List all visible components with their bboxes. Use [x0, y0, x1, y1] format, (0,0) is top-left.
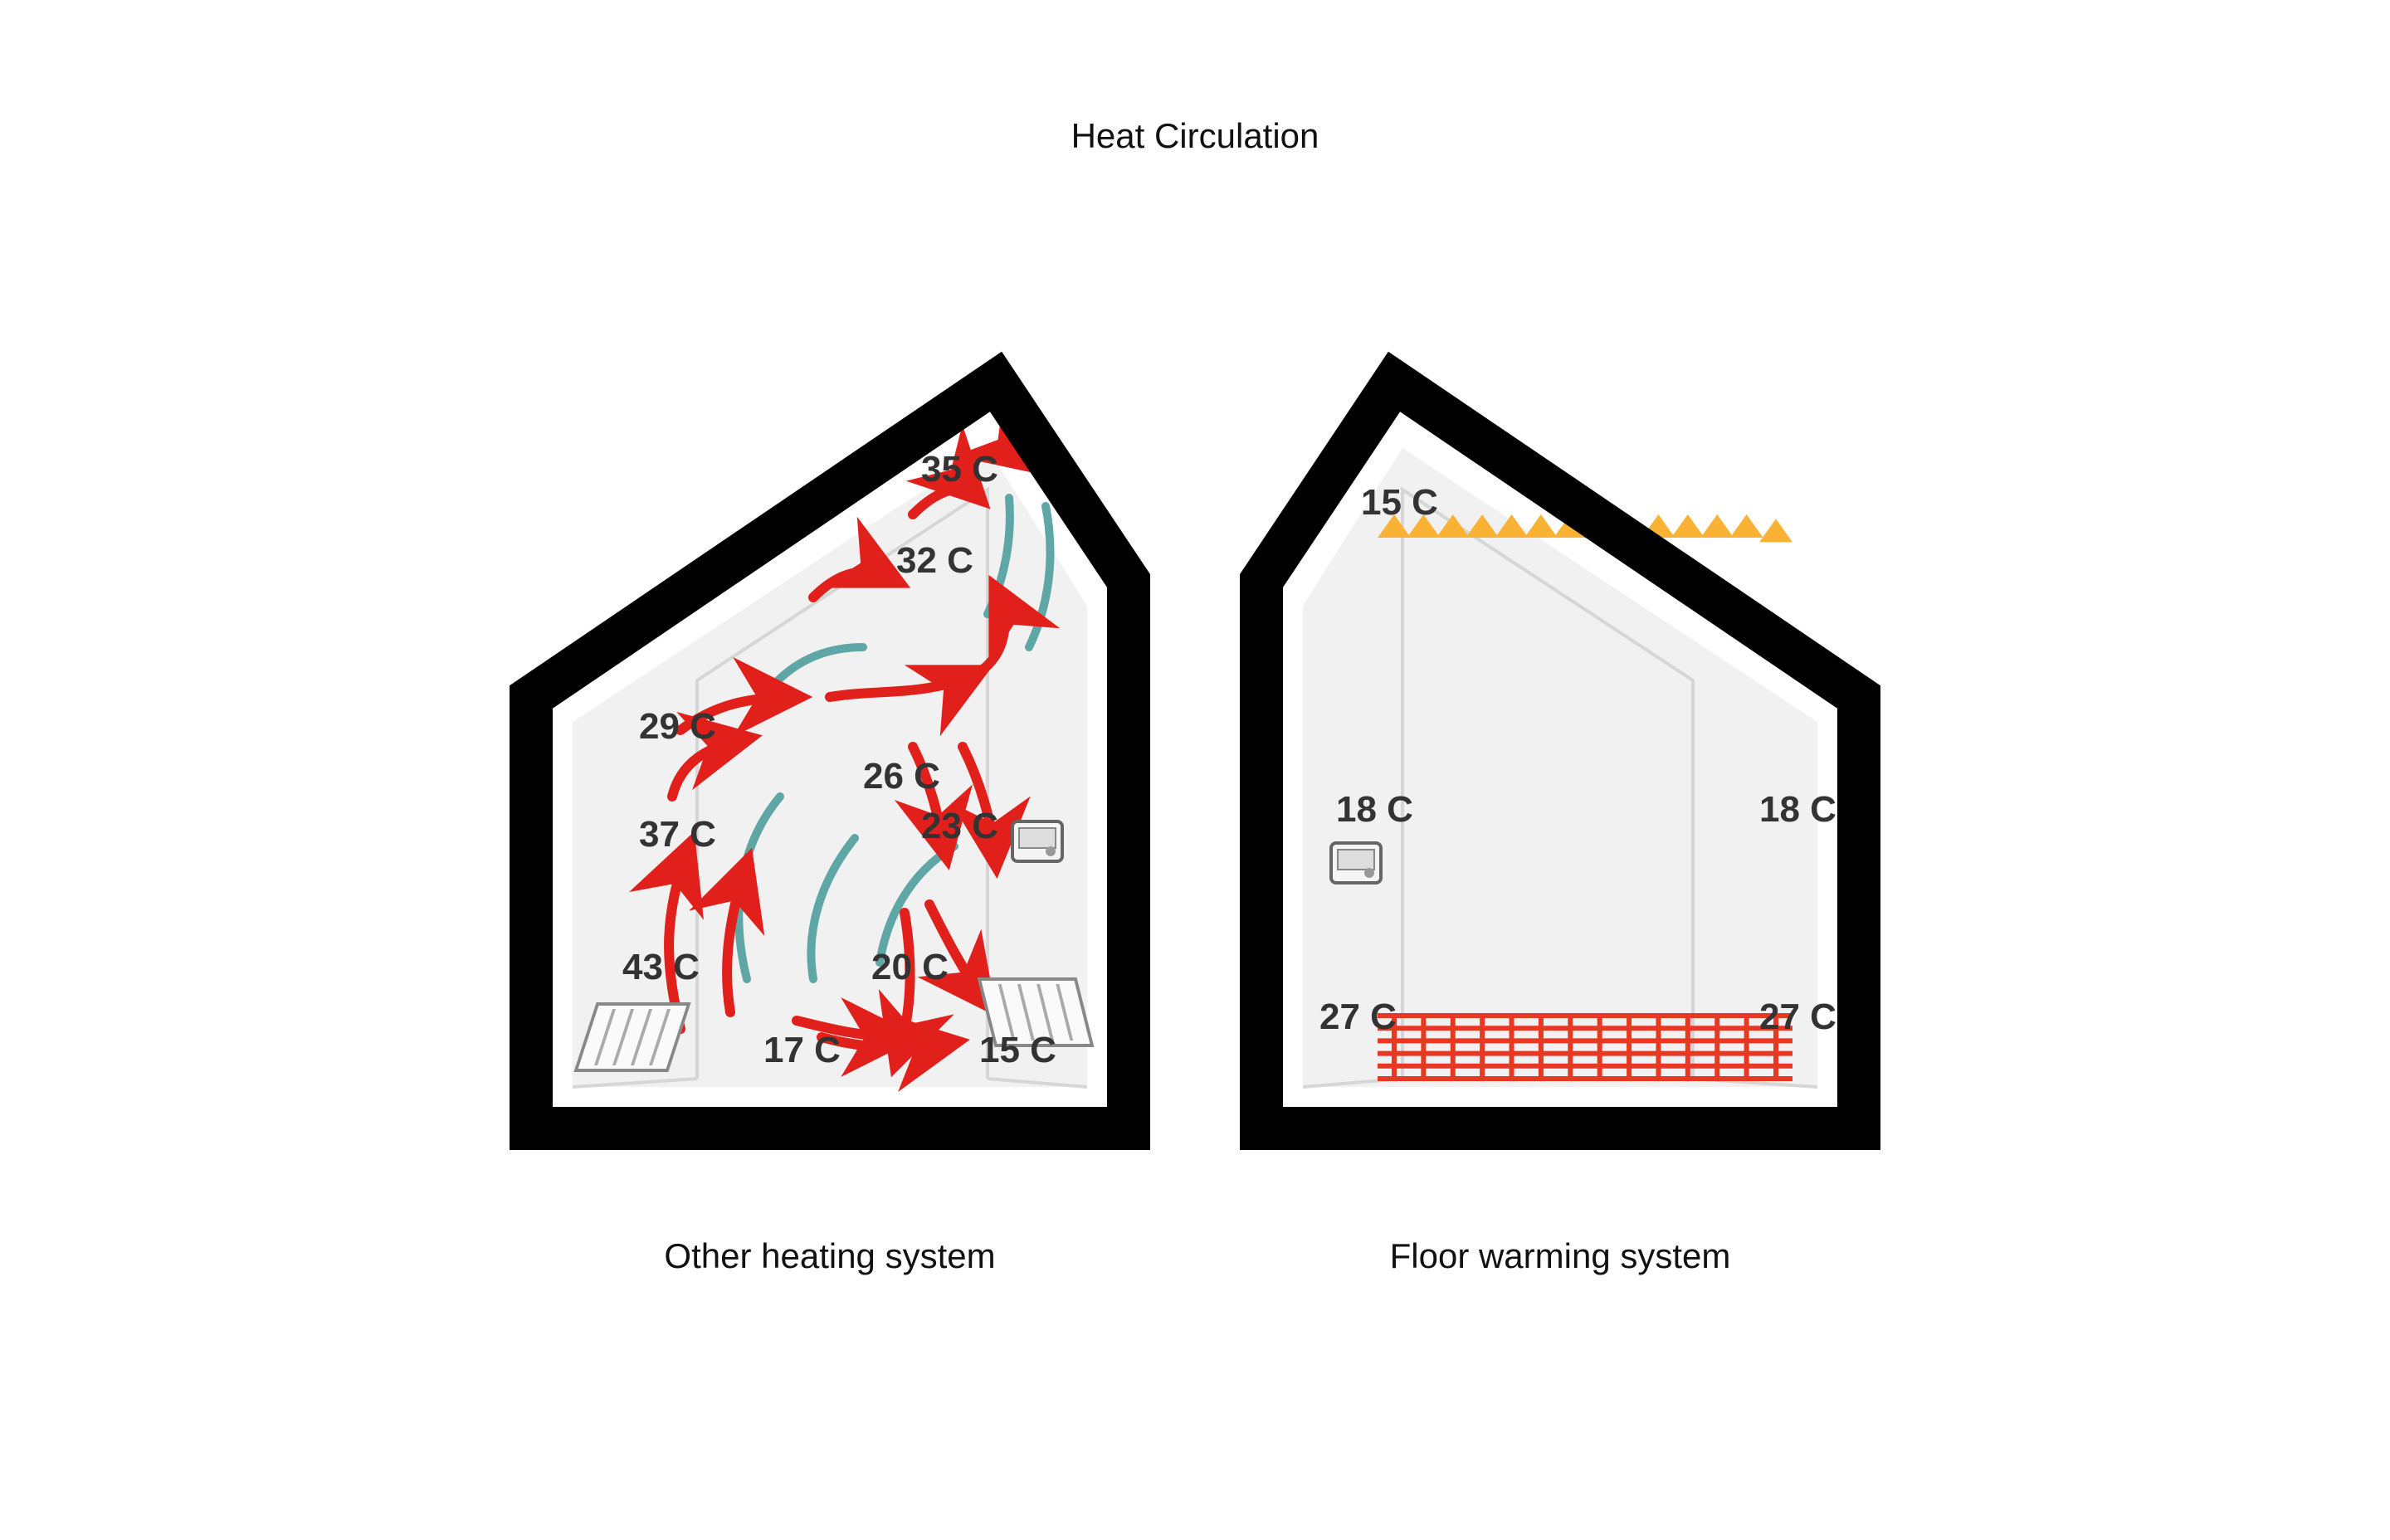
svg-text:32 C: 32 C	[896, 540, 973, 581]
right-house-svg: 15 C 18 C 18 C 27 C 27 C	[1212, 249, 1909, 1178]
svg-text:18 C: 18 C	[1759, 789, 1836, 830]
svg-text:18 C: 18 C	[1336, 789, 1413, 830]
svg-text:23 C: 23 C	[921, 806, 998, 846]
svg-text:27 C: 27 C	[1319, 997, 1397, 1037]
svg-text:26 C: 26 C	[863, 756, 940, 797]
houses-row: 35 C 32 C 29 C 26 C 23 C 37 C 43 C 20 C 17 C 15 C…	[0, 249, 2390, 1276]
left-house-svg: 35 C 32 C 29 C 26 C 23 C 37 C 43 C 20 C 17 C 15 C	[481, 249, 1178, 1178]
svg-text:35 C: 35 C	[921, 449, 998, 490]
svg-text:20 C: 20 C	[871, 947, 949, 987]
svg-text:37 C: 37 C	[639, 814, 716, 855]
right-house-wrap: 15 C 18 C 18 C 27 C 27 C Floor warming syste…	[1212, 249, 1909, 1276]
svg-text:27 C: 27 C	[1759, 997, 1836, 1037]
svg-text:15 C: 15 C	[979, 1030, 1056, 1070]
left-house-wrap: 35 C 32 C 29 C 26 C 23 C 37 C 43 C 20 C 17 C 15 C…	[481, 249, 1178, 1276]
right-interior	[1303, 448, 1817, 1087]
left-thermostat	[1012, 821, 1062, 861]
page: Heat Circulation	[0, 0, 2390, 1540]
left-caption: Other heating system	[664, 1236, 995, 1276]
svg-text:17 C: 17 C	[763, 1030, 841, 1070]
main-title: Heat Circulation	[0, 116, 2390, 156]
svg-text:15 C: 15 C	[1361, 482, 1438, 523]
right-thermostat	[1331, 843, 1381, 883]
svg-text:43 C: 43 C	[622, 947, 700, 987]
right-caption: Floor warming system	[1390, 1236, 1731, 1276]
svg-text:29 C: 29 C	[639, 706, 716, 747]
